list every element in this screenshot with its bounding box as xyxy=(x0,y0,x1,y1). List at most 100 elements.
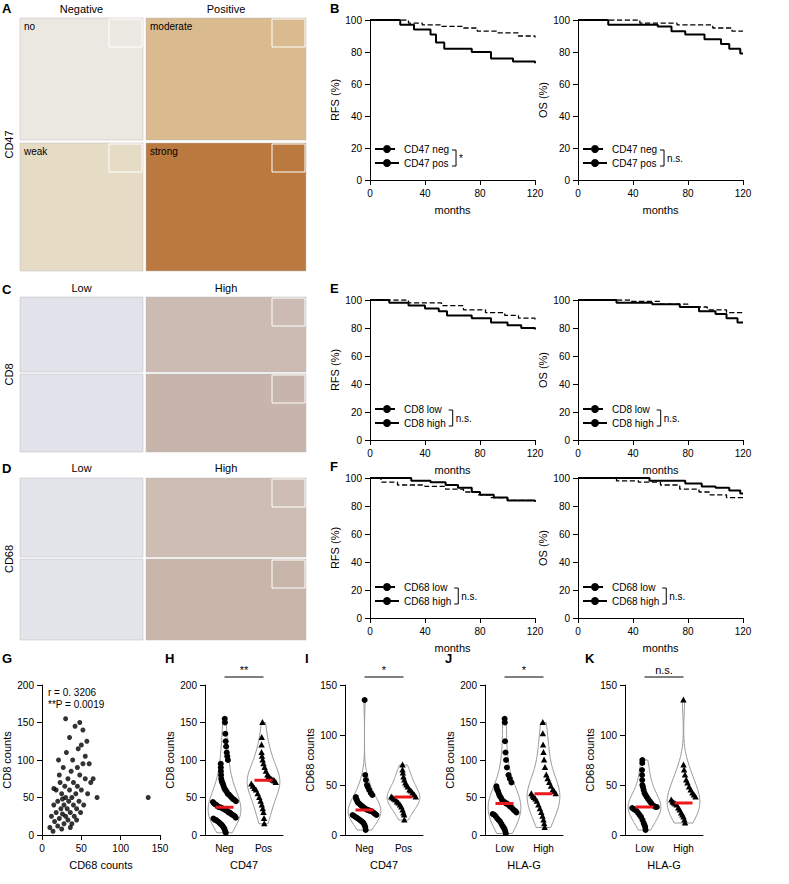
svg-text:High: High xyxy=(533,843,554,854)
svg-text:High: High xyxy=(673,843,694,854)
svg-text:80: 80 xyxy=(474,188,486,199)
svg-text:40: 40 xyxy=(419,188,431,199)
svg-text:150: 150 xyxy=(320,680,337,691)
svg-text:G: G xyxy=(2,651,12,666)
svg-text:0: 0 xyxy=(611,830,617,841)
svg-text:Low: Low xyxy=(71,282,91,294)
svg-text:0: 0 xyxy=(367,448,373,459)
svg-text:120: 120 xyxy=(527,626,544,637)
svg-text:80: 80 xyxy=(682,188,694,199)
svg-text:CD47: CD47 xyxy=(370,859,398,871)
svg-text:**P = 0.0019: **P = 0.0019 xyxy=(48,699,105,710)
svg-text:80: 80 xyxy=(682,626,694,637)
svg-text:20: 20 xyxy=(351,585,363,596)
svg-text:CD47 pos: CD47 pos xyxy=(612,158,656,169)
svg-text:CD8 high: CD8 high xyxy=(612,418,654,429)
svg-text:120: 120 xyxy=(735,448,752,459)
svg-text:0: 0 xyxy=(356,613,362,624)
svg-text:K: K xyxy=(585,651,595,666)
svg-text:n.s.: n.s. xyxy=(664,413,680,424)
svg-text:150: 150 xyxy=(180,717,197,728)
svg-text:100: 100 xyxy=(345,473,362,484)
svg-text:60: 60 xyxy=(559,79,571,90)
svg-text:CD68 counts: CD68 counts xyxy=(69,859,133,871)
svg-text:60: 60 xyxy=(351,79,363,90)
svg-text:CD47: CD47 xyxy=(3,130,15,158)
svg-text:I: I xyxy=(305,651,309,666)
svg-text:n.s.: n.s. xyxy=(655,664,673,676)
svg-text:100: 100 xyxy=(112,843,129,854)
svg-text:20: 20 xyxy=(559,585,571,596)
svg-text:50: 50 xyxy=(606,780,618,791)
svg-text:Negative: Negative xyxy=(60,3,103,15)
svg-text:100: 100 xyxy=(553,295,570,306)
svg-text:80: 80 xyxy=(351,501,363,512)
svg-text:0: 0 xyxy=(471,830,477,841)
svg-text:Low: Low xyxy=(71,462,91,474)
svg-text:50: 50 xyxy=(23,792,35,803)
svg-text:High: High xyxy=(215,282,238,294)
svg-text:months: months xyxy=(434,642,471,654)
svg-text:no: no xyxy=(24,21,36,32)
svg-text:CD8 counts: CD8 counts xyxy=(164,731,176,789)
svg-text:Pos: Pos xyxy=(395,843,412,854)
svg-text:80: 80 xyxy=(559,323,571,334)
svg-text:60: 60 xyxy=(351,351,363,362)
svg-text:80: 80 xyxy=(474,626,486,637)
svg-text:150: 150 xyxy=(17,717,34,728)
svg-text:60: 60 xyxy=(559,351,571,362)
svg-text:CD8: CD8 xyxy=(3,363,15,385)
svg-text:0: 0 xyxy=(367,188,373,199)
svg-text:0: 0 xyxy=(575,626,581,637)
svg-text:0: 0 xyxy=(564,175,570,186)
svg-text:OS (%): OS (%) xyxy=(537,82,549,118)
svg-text:CD47 pos: CD47 pos xyxy=(404,158,448,169)
svg-text:CD68 high: CD68 high xyxy=(612,596,659,607)
svg-text:40: 40 xyxy=(627,448,639,459)
svg-text:20: 20 xyxy=(559,407,571,418)
svg-text:weak: weak xyxy=(23,146,48,157)
svg-text:J: J xyxy=(445,651,452,666)
svg-text:months: months xyxy=(434,464,471,476)
svg-text:n.s.: n.s. xyxy=(461,591,477,602)
svg-text:100: 100 xyxy=(345,15,362,26)
svg-text:100: 100 xyxy=(553,15,570,26)
svg-text:60: 60 xyxy=(351,529,363,540)
svg-text:40: 40 xyxy=(351,111,363,122)
svg-text:40: 40 xyxy=(419,626,431,637)
svg-text:OS (%): OS (%) xyxy=(537,530,549,566)
svg-text:RFS (%): RFS (%) xyxy=(329,79,341,121)
svg-text:120: 120 xyxy=(527,448,544,459)
svg-text:0: 0 xyxy=(575,448,581,459)
svg-text:60: 60 xyxy=(559,529,571,540)
svg-text:A: A xyxy=(2,1,12,16)
svg-text:50: 50 xyxy=(76,843,88,854)
svg-text:80: 80 xyxy=(559,47,571,58)
svg-text:n.s.: n.s. xyxy=(667,153,683,164)
svg-text:months: months xyxy=(434,204,471,216)
svg-text:0: 0 xyxy=(28,830,34,841)
svg-text:RFS (%): RFS (%) xyxy=(329,527,341,569)
svg-text:CD8 low: CD8 low xyxy=(612,404,651,415)
svg-text:Neg: Neg xyxy=(215,843,233,854)
svg-text:Pos: Pos xyxy=(255,843,272,854)
svg-text:50: 50 xyxy=(466,792,478,803)
svg-text:*: * xyxy=(459,153,463,164)
svg-text:CD68 counts: CD68 counts xyxy=(584,728,596,792)
svg-text:0: 0 xyxy=(367,626,373,637)
svg-text:50: 50 xyxy=(326,780,338,791)
svg-text:100: 100 xyxy=(553,473,570,484)
svg-text:Low: Low xyxy=(495,843,514,854)
svg-text:120: 120 xyxy=(527,188,544,199)
svg-text:HLA-G: HLA-G xyxy=(647,859,681,871)
svg-text:40: 40 xyxy=(419,448,431,459)
svg-text:100: 100 xyxy=(17,755,34,766)
svg-text:200: 200 xyxy=(17,680,34,691)
svg-text:200: 200 xyxy=(460,680,477,691)
svg-text:B: B xyxy=(330,1,339,16)
svg-text:CD47 neg: CD47 neg xyxy=(404,144,449,155)
svg-text:40: 40 xyxy=(627,188,639,199)
svg-text:CD47: CD47 xyxy=(230,859,258,871)
svg-text:40: 40 xyxy=(559,111,571,122)
svg-text:r = 0. 3206: r = 0. 3206 xyxy=(48,687,97,698)
